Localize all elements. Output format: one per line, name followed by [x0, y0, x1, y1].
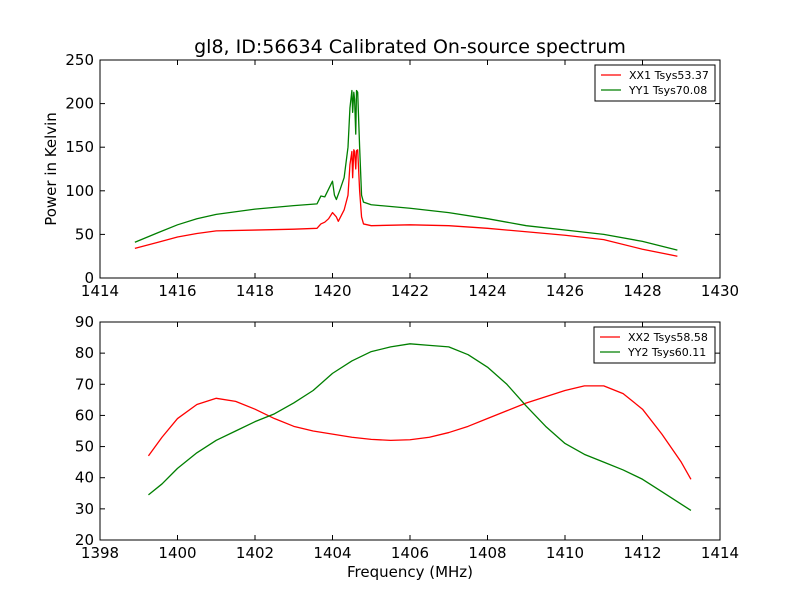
y-tick-label: 40 [75, 469, 94, 487]
series-line-xx2 [147, 385, 692, 480]
bottom-panel: 1398 1400 1402 1404 1406 1408 1410 1412 1414 20 30… [75, 313, 739, 562]
legend-label: XX2 Tsys58.58 [628, 331, 708, 344]
x-tick-label: 1400 [158, 544, 196, 562]
y-tick-label: 30 [75, 500, 94, 518]
x-tick-label: 1422 [391, 282, 429, 300]
y-tick-label: 250 [65, 51, 94, 69]
y-tick-label: 0 [84, 269, 94, 287]
legend-box [593, 326, 716, 364]
series-line-yy1 [134, 89, 678, 251]
x-tick-label: 1430 [701, 282, 739, 300]
x-tick-label: 1426 [546, 282, 584, 300]
series-line-xx1 [134, 149, 678, 257]
x-axis-label-bottom: Frequency (MHz) [347, 563, 473, 581]
x-tick-label: 1412 [623, 544, 661, 562]
x-tick-label: 1416 [158, 282, 196, 300]
x-tick-label: 1402 [236, 544, 274, 562]
legend: XX1 Tsys53.37 YY1 Tsys70.08 [594, 64, 716, 102]
y-tick-label: 80 [75, 344, 94, 362]
y-tick-label: 150 [65, 138, 94, 156]
x-tick-label: 1398 [81, 544, 119, 562]
y-tick-label: 50 [75, 225, 94, 243]
y-tick-label: 90 [75, 313, 94, 331]
legend: XX2 Tsys58.58 YY2 Tsys60.11 [593, 326, 716, 364]
x-tick-label: 1406 [391, 544, 429, 562]
x-tick-label: 1408 [468, 544, 506, 562]
y-tick-label: 20 [75, 531, 94, 549]
legend-label: YY2 Tsys60.11 [627, 346, 706, 359]
x-tick-label: 1414 [81, 282, 119, 300]
y-axis-label-top: Power in Kelvin [42, 112, 60, 226]
y-tick-label: 60 [75, 406, 94, 424]
x-tick-label: 1410 [546, 544, 584, 562]
x-tick-label: 1424 [468, 282, 506, 300]
legend-label: XX1 Tsys53.37 [629, 69, 709, 82]
y-tick-label: 100 [65, 182, 94, 200]
x-tick-label: 1428 [623, 282, 661, 300]
y-tick-label: 200 [65, 95, 94, 113]
x-tick-label: 1418 [236, 282, 274, 300]
legend-box [594, 64, 716, 102]
series-line-yy2 [148, 343, 692, 511]
y-tick-label: 50 [75, 438, 94, 456]
legend-label: YY1 Tsys70.08 [628, 84, 707, 97]
y-tick-label: 70 [75, 375, 94, 393]
x-tick-label: 1414 [701, 544, 739, 562]
top-panel: 1414 1416 1418 1420 1422 1424 1426 1428 1430 0 50 1… [65, 51, 739, 300]
chart-title: gl8, ID:56634 Calibrated On-source spect… [194, 36, 626, 58]
x-tick-label: 1404 [313, 544, 351, 562]
x-tick-label: 1420 [313, 282, 351, 300]
